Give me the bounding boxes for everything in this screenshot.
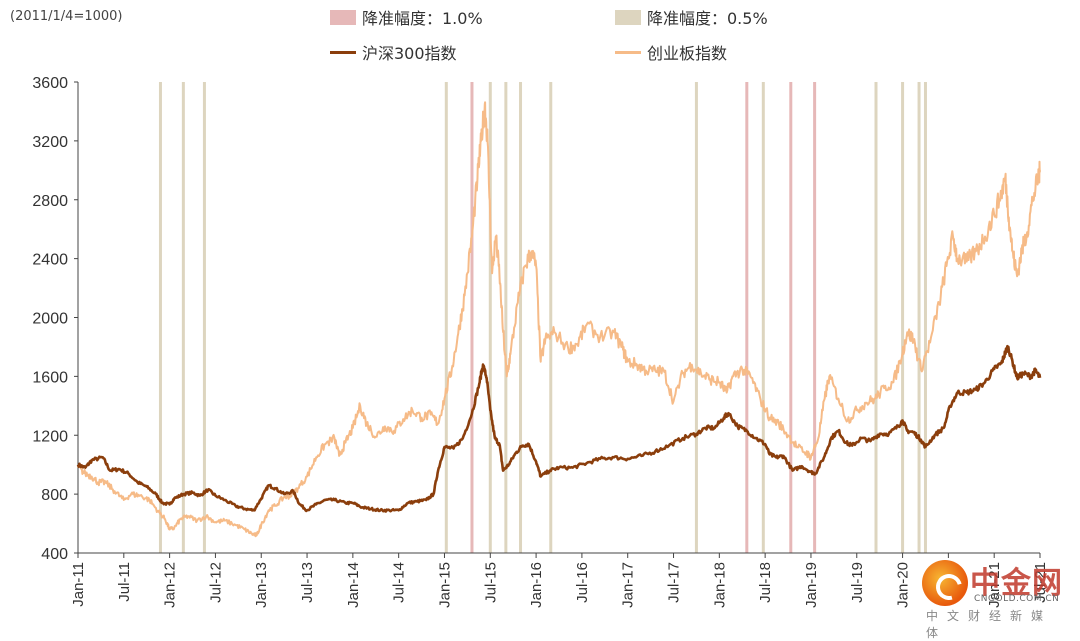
x-tick-label-8: Jan-15	[436, 562, 453, 608]
watermark-url: CNGOLD.COM.CN	[974, 594, 1060, 604]
series-lines	[76, 101, 1042, 538]
legend-swatch-chinext	[615, 50, 641, 54]
x-tick-label-14: Jan-18	[711, 562, 728, 608]
legend-item-chinext: 创业板指数	[615, 40, 727, 64]
y-tick-label-2: 1200	[32, 428, 68, 445]
watermark-logo-icon	[922, 560, 968, 606]
x-tick-label-5: Jul-13	[299, 562, 316, 603]
x-tick-label-4: Jan-13	[253, 562, 270, 608]
rrr-cut-band-5	[488, 82, 492, 553]
y-tick-label-0: 400	[41, 546, 68, 563]
legend-label-hs300: 沪深300指数	[362, 44, 457, 63]
rrr-cut-bands	[158, 82, 927, 553]
y-tick-label-3: 1600	[32, 369, 68, 386]
x-tick-label-2: Jan-12	[162, 562, 179, 608]
y-tick-label-6: 2800	[32, 193, 68, 210]
watermark: 中金网 CNGOLD.COM.CN 中文财经新媒体	[922, 558, 1072, 640]
legend-item-cut-05pct: 降准幅度：0.5%	[615, 5, 768, 29]
rrr-cut-band-1	[181, 82, 185, 553]
rrr-cut-band-2	[202, 82, 206, 553]
legend-label-chinext: 创业板指数	[647, 44, 728, 63]
rrr-cut-band-17	[923, 82, 927, 553]
rrr-cut-band-7	[519, 82, 523, 553]
x-tick-label-7: Jul-14	[391, 562, 408, 603]
legend-label-cut-1pct: 降准幅度：1.0%	[362, 9, 483, 28]
y-tick-label-7: 3200	[32, 134, 68, 151]
x-tick-label-17: Jul-19	[849, 562, 866, 603]
x-tick-label-16: Jan-19	[803, 562, 820, 608]
x-tick-label-6: Jan-14	[345, 562, 362, 608]
base-note: (2011/1/4=1000)	[10, 9, 123, 24]
x-tick-label-18: Jan-20	[895, 562, 912, 608]
watermark-brand: 中金网	[970, 566, 1063, 601]
y-tick-label-8: 3600	[32, 75, 68, 92]
x-tick-label-13: Jul-17	[666, 562, 683, 603]
y-tick-label-5: 2400	[32, 252, 68, 269]
x-tick-label-15: Jul-18	[757, 562, 774, 603]
series-line-1	[77, 101, 1041, 538]
legend-label-cut-05pct: 降准幅度：0.5%	[647, 9, 768, 28]
legend-item-hs300: 沪深300指数	[330, 40, 457, 64]
rrr-cut-band-4	[470, 82, 474, 553]
legend-swatch-cut-05pct	[615, 9, 641, 25]
x-tick-label-11: Jul-16	[574, 562, 591, 603]
rrr-cut-band-9	[694, 82, 698, 553]
rrr-cut-band-0	[158, 82, 162, 553]
x-tick-label-20: Jan-21	[986, 562, 1003, 608]
rrr-cut-band-12	[789, 82, 793, 553]
legend-item-cut-1pct: 降准幅度：1.0%	[330, 5, 483, 29]
x-tick-label-21: Jul-21	[1032, 562, 1049, 603]
rrr-cut-band-15	[901, 82, 905, 553]
x-tick-label-12: Jan-17	[620, 562, 637, 608]
rrr-cut-band-14	[874, 82, 878, 553]
y-tick-label-1: 800	[41, 487, 68, 504]
rrr-cut-band-8	[549, 82, 553, 553]
legend-swatch-cut-1pct	[330, 9, 356, 25]
rrr-cut-band-3	[444, 82, 448, 553]
x-tick-label-1: Jul-11	[116, 562, 133, 602]
rrr-cut-band-10	[745, 82, 749, 553]
y-tick-label-4: 2000	[32, 311, 68, 328]
rrr-cut-band-11	[761, 82, 765, 553]
legend-swatch-hs300	[330, 50, 356, 54]
series-line-0	[76, 344, 1042, 513]
rrr-cut-band-13	[813, 82, 817, 553]
x-tick-label-0: Jan-11	[70, 562, 87, 607]
tick-labels: 400 800 1200 1600 2000 2400 2800 3200 3600 Jan-11…	[32, 75, 1049, 608]
axes	[74, 81, 1041, 558]
x-tick-label-9: Jul-15	[482, 562, 499, 603]
rrr-cut-band-6	[504, 82, 508, 553]
rrr-cut-band-16	[917, 82, 921, 553]
x-tick-label-3: Jul-12	[207, 562, 224, 603]
watermark-tagline: 中文财经新媒体	[926, 609, 1053, 640]
x-tick-label-10: Jan-16	[528, 562, 545, 608]
